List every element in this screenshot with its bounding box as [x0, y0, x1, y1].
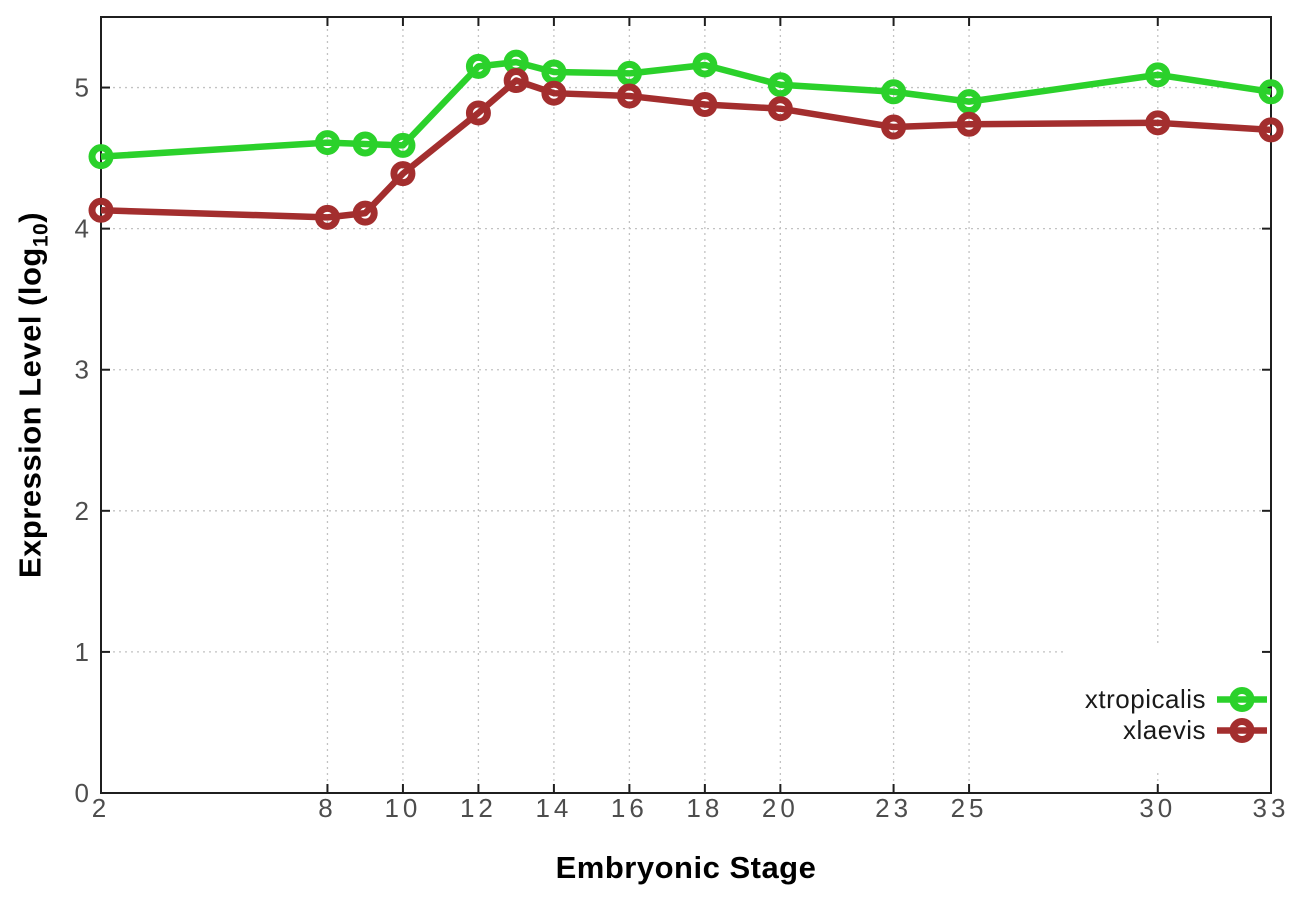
x-tick-label: 25 — [951, 793, 988, 823]
data-point-xtropicalis — [616, 60, 642, 86]
y-axis-title-text: Expression Level (log — [12, 247, 48, 579]
data-point-xlaevis — [541, 80, 567, 106]
x-tick-label: 33 — [1253, 793, 1290, 823]
data-point-xlaevis — [1258, 117, 1284, 143]
series-line-xtropicalis — [100, 58, 1272, 160]
y-axis-title: Expression Level (log10) — [12, 212, 53, 578]
y-tick-label: 0 — [75, 778, 89, 808]
data-point-xtropicalis — [1258, 79, 1284, 105]
data-point-xlaevis — [692, 91, 718, 117]
plot-border — [100, 16, 1272, 794]
y-tick-label: 5 — [75, 73, 89, 103]
data-point-xlaevis — [390, 161, 416, 187]
data-point-xlaevis — [767, 96, 793, 122]
data-point-xlaevis — [616, 83, 642, 109]
data-point-xlaevis — [1145, 110, 1171, 136]
x-tick-label: 20 — [762, 793, 799, 823]
data-point-xlaevis — [352, 200, 378, 226]
legend-item-xtropicalis: xtropicalis — [1085, 684, 1268, 715]
line-marker-icon — [1217, 718, 1267, 743]
data-point-xlaevis — [465, 100, 491, 126]
data-point-xtropicalis — [390, 132, 416, 158]
legend-label-xlaevis: xlaevis — [1123, 715, 1206, 745]
data-point-xtropicalis — [352, 131, 378, 157]
y-axis-title-suffix: ) — [12, 211, 48, 223]
legend: xtropicalis xlaevis — [1085, 684, 1268, 746]
legend-label-xtropicalis: xtropicalis — [1084, 684, 1206, 714]
x-tick-label: 10 — [384, 793, 421, 823]
data-point-xtropicalis — [314, 130, 340, 156]
data-point-xtropicalis — [88, 144, 114, 170]
x-tick-label: 8 — [318, 793, 336, 823]
data-point-xtropicalis — [1145, 62, 1171, 88]
y-tick-label: 4 — [75, 214, 89, 244]
x-axis-title: Embryonic Stage — [555, 850, 817, 885]
y-tick-label: 2 — [75, 496, 89, 526]
legend-item-xlaevis: xlaevis — [1123, 715, 1268, 746]
data-point-xlaevis — [88, 197, 114, 223]
data-point-xtropicalis — [956, 89, 982, 115]
data-point-xlaevis — [503, 67, 529, 93]
x-tick-label: 14 — [535, 793, 572, 823]
y-tick-label: 3 — [75, 355, 89, 385]
y-axis-title-subscript: 10 — [29, 222, 53, 248]
data-point-xtropicalis — [767, 72, 793, 98]
line-marker-icon — [1217, 687, 1267, 712]
x-tick-label: 23 — [875, 793, 912, 823]
data-point-xlaevis — [956, 111, 982, 137]
x-tick-label: 16 — [611, 793, 648, 823]
y-tick-label: 1 — [75, 637, 89, 667]
data-point-xtropicalis — [881, 79, 907, 105]
data-point-xlaevis — [314, 204, 340, 230]
data-point-xtropicalis — [692, 52, 718, 78]
data-point-xlaevis — [881, 114, 907, 140]
data-point-xtropicalis — [465, 53, 491, 79]
x-tick-label: 18 — [686, 793, 723, 823]
x-tick-label: 12 — [460, 793, 497, 823]
x-tick-label: 30 — [1139, 793, 1176, 823]
x-tick-label: 2 — [92, 793, 110, 823]
